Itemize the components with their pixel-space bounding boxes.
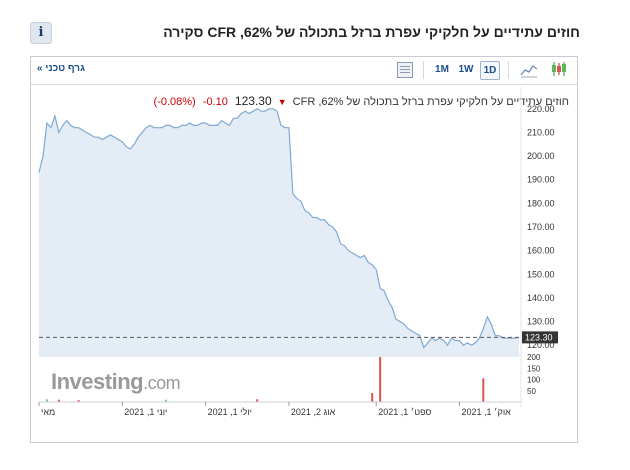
x-tick-label: יולי 1, 2021 bbox=[208, 407, 252, 417]
x-tick-label: ספט׳ 1, 2021 bbox=[378, 407, 431, 417]
y-tick-label: 200.00 bbox=[527, 151, 555, 161]
area-chart-icon[interactable] bbox=[520, 62, 538, 78]
down-arrow-icon: ▼ bbox=[277, 97, 287, 107]
chart-frame: גרף טכני » 1M 1W 1D (-0.08%) -0.10 123.3… bbox=[30, 56, 578, 443]
logo-text: Investing bbox=[51, 369, 144, 394]
price-line bbox=[38, 108, 520, 349]
volume-tick-label: 150 bbox=[527, 364, 541, 373]
volume-bar bbox=[371, 393, 374, 402]
x-tick-label: מאי bbox=[41, 407, 55, 417]
candlestick-icon[interactable] bbox=[550, 61, 568, 77]
logo-suffix: .com bbox=[143, 373, 181, 393]
title-row: i חוזים עתידיים על חלקיקי עפרת ברזל בתכו… bbox=[0, 0, 630, 50]
quote-legend: (-0.08%) -0.10 123.30 ▼ חוזים עתידיים על… bbox=[154, 94, 569, 108]
y-tick-label: 140.00 bbox=[527, 293, 555, 303]
x-tick-label: אוג 2, 2021 bbox=[291, 407, 336, 417]
volume-tick-label: 50 bbox=[527, 387, 536, 396]
last-price: 123.30 bbox=[234, 94, 272, 108]
toolbar-separator bbox=[508, 61, 509, 79]
page-title: חוזים עתידיים על חלקיקי עפרת ברזל בתכולה… bbox=[163, 24, 580, 40]
volume-bar bbox=[77, 400, 80, 402]
period-1w-button[interactable]: 1W bbox=[458, 64, 474, 75]
price-chart[interactable]: 220.00 210.00 200.00 190.00 180.00 170.00 160.… bbox=[31, 57, 577, 442]
volume-tick-label: 200 bbox=[527, 353, 541, 362]
y-tick-label: 220.00 bbox=[527, 104, 555, 114]
volume-bar bbox=[45, 399, 48, 402]
volume-bar bbox=[57, 399, 60, 402]
change-percent: (-0.08%) bbox=[153, 96, 196, 108]
volume-bar bbox=[379, 357, 382, 402]
chart-type-table-icon[interactable] bbox=[397, 62, 413, 78]
period-1d-button[interactable]: 1D bbox=[480, 61, 500, 80]
last-price-label: 123.30 bbox=[525, 332, 553, 342]
y-tick-label: 160.00 bbox=[527, 246, 555, 256]
volume-bar bbox=[482, 378, 485, 402]
change-value: -0.10 bbox=[202, 96, 228, 108]
technical-chart-link[interactable]: גרף טכני » bbox=[37, 63, 85, 74]
y-tick-label: 150.00 bbox=[527, 269, 555, 279]
last-price-badge bbox=[522, 331, 558, 344]
y-tick-label: 120.00 bbox=[527, 340, 555, 350]
info-icon[interactable]: i bbox=[30, 22, 52, 44]
y-tick-label: 210.00 bbox=[527, 127, 555, 137]
volume-bar bbox=[164, 399, 167, 402]
y-tick-label: 170.00 bbox=[527, 222, 555, 232]
investing-logo: Investing.com bbox=[51, 369, 181, 395]
volume-tick-label: 100 bbox=[527, 376, 541, 385]
volume-bar bbox=[256, 399, 259, 402]
period-1m-button[interactable]: 1M bbox=[435, 64, 449, 75]
y-tick-label: 180.00 bbox=[527, 198, 555, 208]
x-tick-label: יוני 1, 2021 bbox=[124, 407, 167, 417]
x-tick-label: אוק׳ 1, 2021 bbox=[461, 407, 511, 417]
chart-toolbar: גרף טכני » 1M 1W 1D bbox=[31, 57, 577, 85]
y-tick-label: 190.00 bbox=[527, 175, 555, 185]
price-area bbox=[39, 108, 519, 357]
instrument-name: חוזים עתידיים על חלקיקי עפרת ברזל בתכולה… bbox=[292, 96, 569, 108]
y-tick-label: 130.00 bbox=[527, 317, 555, 327]
toolbar-separator bbox=[423, 61, 424, 79]
